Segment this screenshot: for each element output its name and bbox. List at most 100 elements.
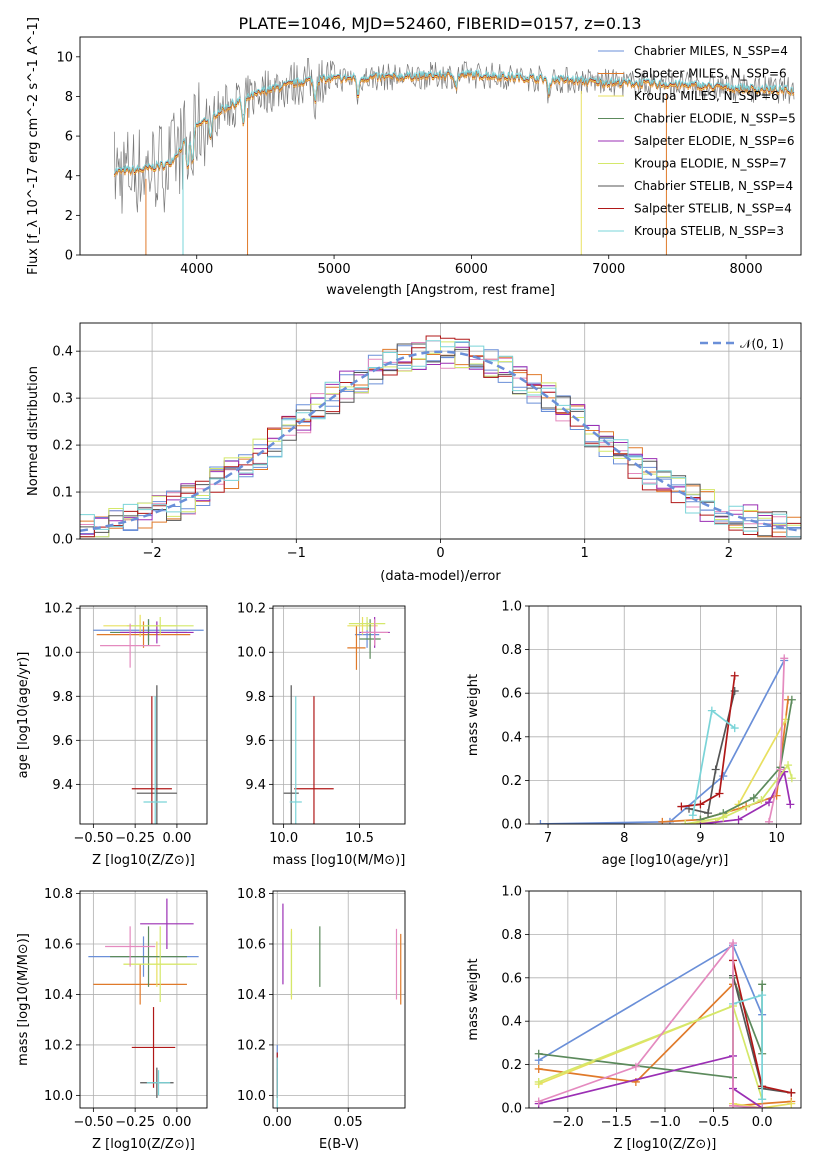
weight-point-marker <box>758 1095 767 1104</box>
x-tick-label: 4000 <box>180 262 213 277</box>
y-tick-label: 10.2 <box>237 1038 266 1053</box>
mass_vs_ebv-plot <box>276 903 402 1108</box>
legend-entry: Salpeter ELODIE, N_SSP=6 <box>634 134 795 148</box>
spectrum-panel: 4000 5000 6000 7000 8000 0 2 4 6 8 10 wavelength [A… <box>26 17 802 298</box>
weight-point-marker <box>757 796 766 805</box>
weight_vs_age-panel: 7 8 9 10 0.0 0.2 0.4 0.6 0.8 1.0 age [log10(age/yr… <box>466 600 802 868</box>
weight-point-marker <box>536 820 545 824</box>
weight-point-marker <box>787 1088 796 1097</box>
age_vs_Z-panel: −0.50 −0.25 0.00 9.4 9.6 9.8 10.0 10.2 Z [log10(… <box>16 602 208 868</box>
weight-point-marker <box>658 817 667 824</box>
weight-point-marker <box>534 1097 543 1106</box>
y-tick-label: 0.4 <box>501 1015 522 1030</box>
y-tick-label: 10.8 <box>44 887 73 902</box>
weight-point-marker <box>711 765 720 774</box>
weight-point-marker <box>729 939 737 948</box>
histogram-step <box>80 340 801 538</box>
weight-point-marker <box>758 991 767 1000</box>
x-axis-label: (data-model)/error <box>380 569 501 584</box>
weight-point-marker <box>758 980 767 989</box>
axes-frame <box>528 890 802 1109</box>
legend-entry: Kroupa ELODIE, N_SSP=7 <box>634 157 787 171</box>
weight-point-marker <box>534 1064 543 1073</box>
x-tick-label: 7 <box>544 831 552 846</box>
x-tick-label: −1.5 <box>601 1115 633 1130</box>
x-tick-label: −1 <box>287 546 306 561</box>
x-tick-label: −0.50 <box>73 831 113 846</box>
legend-entry: Chabrier ELODIE, N_SSP=5 <box>634 112 796 126</box>
y-tick-label: 0.2 <box>501 774 522 789</box>
y-axis-label: age [log10(age/yr)] <box>16 652 31 779</box>
y-tick-label: 10.0 <box>237 646 266 661</box>
weight-point-marker <box>696 800 705 809</box>
y-axis-label: mass weight <box>466 674 481 756</box>
x-tick-label: 0 <box>436 546 444 561</box>
x-axis-label: mass [log10(M/M⊙)] <box>273 853 406 868</box>
y-tick-label: 4 <box>65 169 73 184</box>
x-tick-label: 9 <box>696 831 704 846</box>
weight-point-marker <box>787 1099 796 1108</box>
y-tick-label: 10.2 <box>237 602 266 617</box>
age_vs_mass-panel: 10.0 10.5 9.4 9.6 9.8 10.0 10.2 mass [log10(M/M… <box>237 602 406 868</box>
weight-point-marker <box>730 724 739 733</box>
weight-point-marker <box>765 817 773 824</box>
y-tick-label: 2 <box>65 209 73 224</box>
x-axis-label: E(B-V) <box>319 1137 359 1152</box>
weight_vs_Z-plot <box>534 939 796 1108</box>
y-tick-label: 0.2 <box>52 439 73 454</box>
y-axis-label: mass [log10(M/M⊙)] <box>16 933 31 1066</box>
y-tick-label: 0.6 <box>501 687 522 702</box>
y-tick-label: 10.8 <box>237 887 266 902</box>
x-axis-label: Z [log10(Z/Z⊙)] <box>92 853 195 868</box>
residuals-panel: −2 −1 0 1 2 0.0 0.1 0.2 0.3 0.4 (data-model)/error… <box>26 322 802 584</box>
histogram-step <box>80 335 801 538</box>
y-tick-label: 0.0 <box>501 818 522 833</box>
y-tick-label: 10.2 <box>44 602 73 617</box>
y-tick-label: 9.4 <box>245 778 266 793</box>
legend-entry: Kroupa MILES, N_SSP=6 <box>634 89 779 103</box>
x-axis-label: Z [log10(Z/Z⊙)] <box>92 1137 195 1152</box>
y-tick-label: 0.2 <box>501 1058 522 1073</box>
x-tick-label: 10 <box>768 831 785 846</box>
weight-point-marker <box>534 1049 543 1058</box>
y-tick-label: 0.8 <box>501 643 522 658</box>
y-tick-label: 9.8 <box>52 690 73 705</box>
x-tick-label: 10.5 <box>345 831 374 846</box>
y-tick-label: 0.3 <box>52 392 73 407</box>
legend-entry: Chabrier STELIB, N_SSP=4 <box>634 179 793 193</box>
x-tick-label: 8 <box>620 831 628 846</box>
weight_vs_age-plot <box>536 654 796 824</box>
weight-series-line <box>688 690 736 815</box>
legend-entry: Chabrier MILES, N_SSP=4 <box>634 44 788 58</box>
axes-frame <box>272 890 406 1109</box>
y-tick-label: 1.0 <box>501 885 522 900</box>
weight-point-marker <box>734 815 743 824</box>
weight-point-marker <box>758 1104 767 1108</box>
y-tick-label: 10.0 <box>44 1089 73 1104</box>
weight-point-marker <box>787 774 796 783</box>
axes-frame <box>79 890 208 1109</box>
x-tick-label: −2 <box>143 546 162 561</box>
x-tick-label: −0.50 <box>73 1115 113 1130</box>
x-tick-label: −0.25 <box>115 1115 155 1130</box>
x-tick-label: 0.00 <box>263 1115 292 1130</box>
axes-frame <box>528 605 802 825</box>
x-tick-label: 1 <box>581 546 589 561</box>
y-tick-label: 9.6 <box>245 734 266 749</box>
x-tick-label: −2.0 <box>552 1115 584 1130</box>
y-axis-label: Normed distribution <box>26 366 41 496</box>
x-tick-label: 8000 <box>730 262 763 277</box>
y-tick-label: 0.0 <box>501 1102 522 1117</box>
weight-point-marker <box>787 695 796 704</box>
x-axis-label: Z [log10(Z/Z⊙)] <box>614 1137 717 1152</box>
weight-point-marker <box>677 802 686 811</box>
weight-point-marker <box>786 800 795 809</box>
y-tick-label: 10 <box>56 50 73 65</box>
y-tick-label: 0 <box>65 249 73 264</box>
axes-frame <box>79 322 802 540</box>
y-axis-label: Flux [f_λ 10^-17 erg cm^-2 s^-1 A^-1] <box>26 17 41 275</box>
y-tick-label: 9.4 <box>52 778 73 793</box>
weight-point-marker <box>704 809 713 818</box>
axes-frame <box>79 605 208 825</box>
